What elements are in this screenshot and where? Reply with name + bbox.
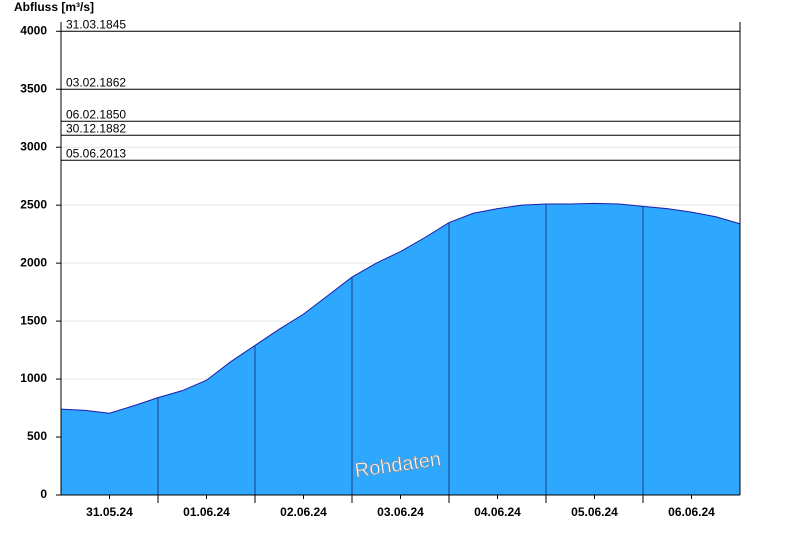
x-tick-label: 04.06.24	[474, 505, 521, 519]
x-tick-label: 31.05.24	[86, 505, 133, 519]
reference-label: 03.02.1862	[66, 75, 126, 89]
x-tick-label: 01.06.24	[183, 505, 230, 519]
y-tick-label: 4000	[20, 23, 47, 37]
y-tick-label: 1000	[20, 371, 47, 385]
y-tick-label: 3000	[20, 139, 47, 153]
reference-label: 05.06.2013	[66, 146, 126, 160]
reference-label: 30.12.1882	[66, 121, 126, 135]
y-tick-label: 500	[27, 429, 47, 443]
x-tick-label: 03.06.24	[377, 505, 424, 519]
area	[61, 203, 740, 495]
y-tick-label: 1500	[20, 313, 47, 327]
y-axis-label: Abfluss [m³/s]	[14, 0, 94, 14]
y-tick-label: 0	[40, 487, 47, 501]
x-tick-label: 06.06.24	[668, 505, 715, 519]
reference-label: 06.02.1850	[66, 107, 126, 121]
x-tick-label: 05.06.24	[571, 505, 618, 519]
reference-label: 31.03.1845	[66, 17, 126, 31]
y-tick-label: 3500	[20, 81, 47, 95]
y-tick-label: 2000	[20, 255, 47, 269]
y-tick-label: 2500	[20, 197, 47, 211]
area-outline	[60, 202, 741, 414]
x-tick-label: 02.06.24	[280, 505, 327, 519]
